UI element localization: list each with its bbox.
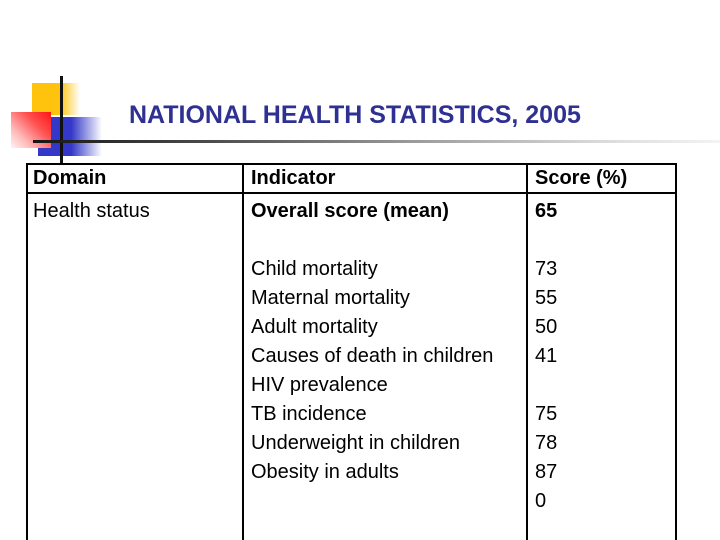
score-cell: 65 73 55 50 41 75 78 87 0	[528, 194, 675, 516]
table-line: 0	[535, 490, 547, 512]
table-line: Obesity in adults	[251, 461, 399, 483]
table-line: Adult mortality	[251, 316, 378, 338]
table-line: 65	[535, 200, 558, 222]
title-underline-rule	[33, 140, 720, 143]
table-line: 78	[535, 432, 558, 454]
table-column-score: Score (%) 65 73 55 50 41 75 78 87 0	[528, 165, 675, 540]
domain-cell: Health status	[28, 194, 242, 226]
decoration-yellow-square	[32, 83, 80, 115]
table-line: 55	[535, 287, 558, 309]
table-line: 73	[535, 258, 558, 280]
decoration-vertical-line	[60, 76, 63, 163]
table-column-domain: Domain Health status	[28, 165, 244, 540]
indicator-cell: Overall score (mean) Child mortality Mate…	[244, 194, 526, 487]
table-line: Maternal mortality	[251, 287, 410, 309]
table-line	[528, 226, 675, 255]
table-line	[528, 371, 675, 400]
table-column-indicator: Indicator Overall score (mean) Child mor…	[244, 165, 528, 540]
slide-title: NATIONAL HEALTH STATISTICS, 2005	[129, 101, 581, 129]
column-header-domain: Domain	[28, 165, 242, 194]
table-line: Child mortality	[251, 258, 378, 280]
table-line: Health status	[33, 200, 150, 222]
table-line: 75	[535, 403, 558, 425]
column-header-score: Score (%)	[528, 165, 675, 194]
health-statistics-table: Domain Health status Indicator Overall s…	[26, 163, 677, 540]
table-line: 41	[535, 345, 558, 367]
table-line: 50	[535, 316, 558, 338]
column-header-indicator: Indicator	[244, 165, 526, 194]
table-line: HIV prevalence	[251, 374, 388, 396]
table-line: 87	[535, 461, 558, 483]
table-line: Overall score (mean)	[251, 200, 449, 222]
table-line: TB incidence	[251, 403, 367, 425]
table-line	[244, 226, 526, 255]
table-line: Underweight in children	[251, 432, 461, 454]
table-line: Causes of death in children	[251, 345, 494, 367]
